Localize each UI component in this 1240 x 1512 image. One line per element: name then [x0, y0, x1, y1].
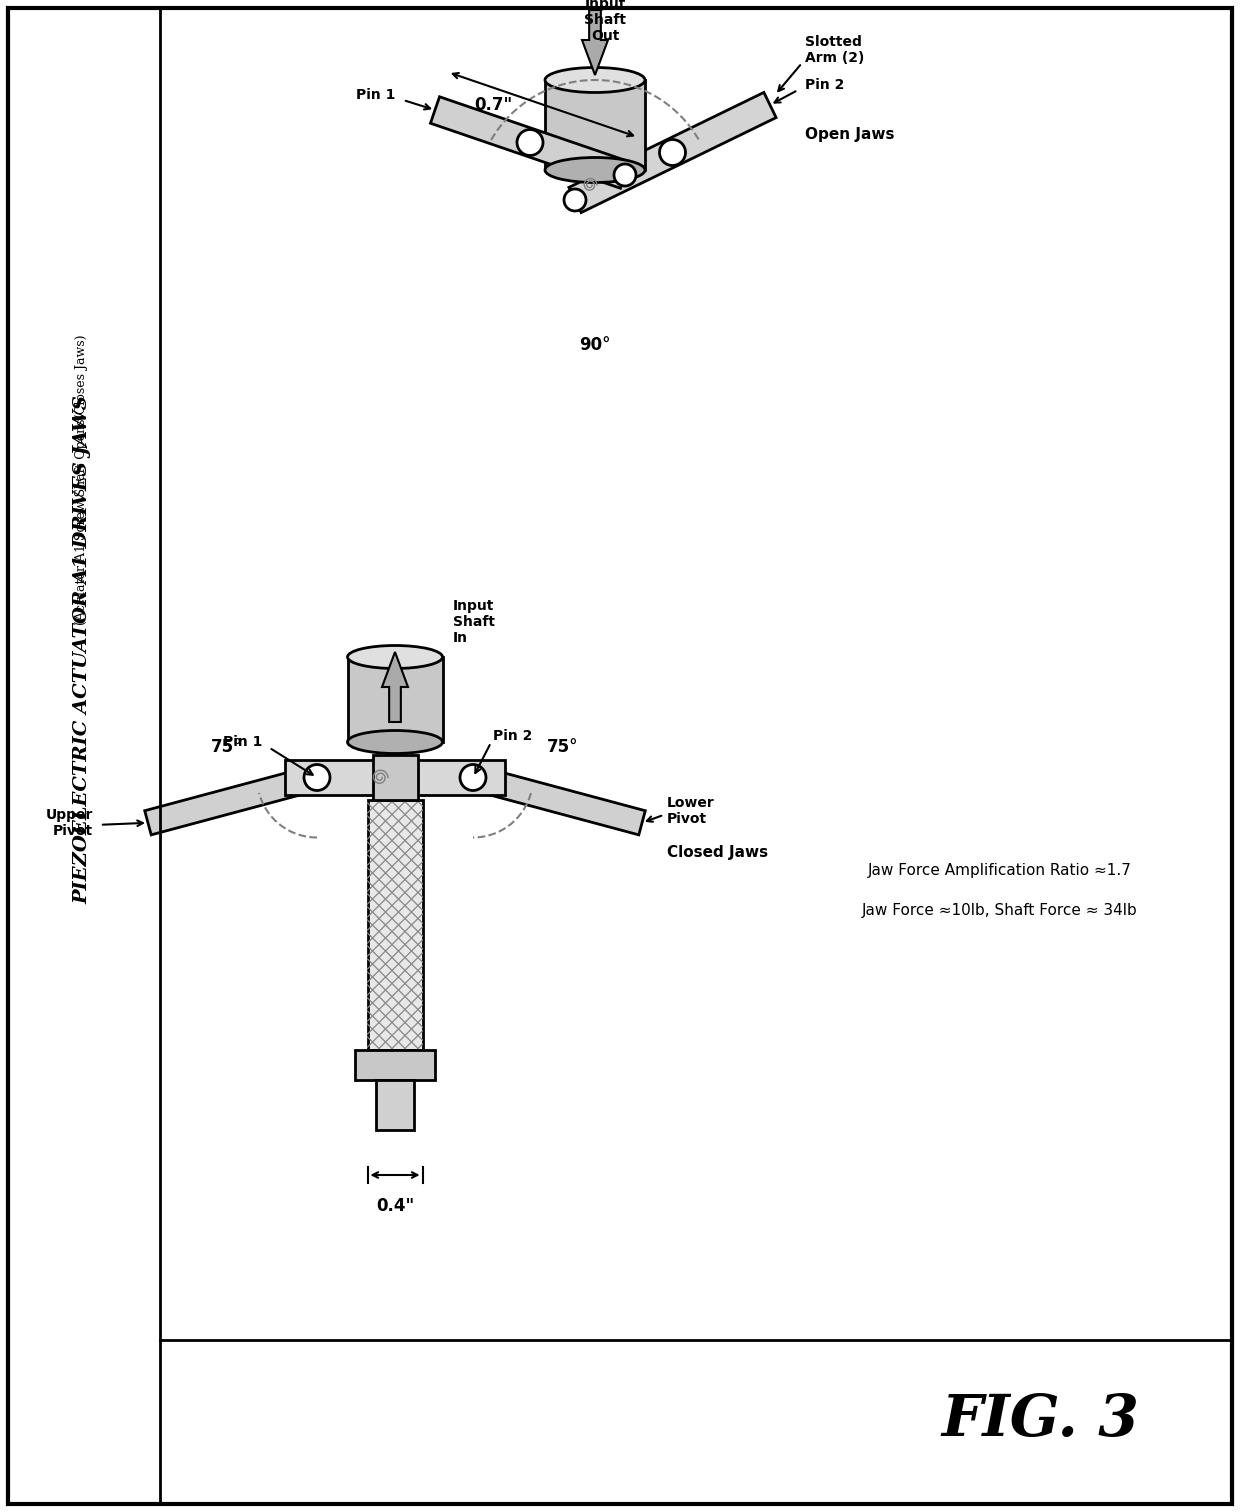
Text: Upper
Pivot: Upper Pivot: [46, 807, 93, 838]
Text: 75°: 75°: [211, 738, 243, 756]
Ellipse shape: [347, 730, 443, 753]
Bar: [347, 658, 443, 742]
Circle shape: [614, 163, 636, 186]
Text: (Actuator A1 Screw Shaft Opens/Closes Jaws): (Actuator A1 Screw Shaft Opens/Closes Ja…: [76, 334, 88, 626]
Bar: [367, 800, 423, 1049]
Polygon shape: [382, 652, 408, 723]
Text: Input
Shaft
Out: Input Shaft Out: [584, 0, 626, 44]
Polygon shape: [145, 765, 320, 835]
Text: Jaw Force Amplification Ratio ≈1.7: Jaw Force Amplification Ratio ≈1.7: [868, 862, 1132, 877]
Text: Pin 2: Pin 2: [805, 79, 844, 92]
Circle shape: [460, 765, 486, 791]
Circle shape: [564, 189, 587, 212]
Text: 0.4": 0.4": [376, 1198, 414, 1216]
Text: Pin 1: Pin 1: [223, 735, 262, 750]
Bar: [546, 80, 645, 169]
Ellipse shape: [347, 646, 443, 668]
Text: 75°: 75°: [547, 738, 579, 756]
Ellipse shape: [546, 68, 645, 92]
Circle shape: [517, 130, 543, 156]
Text: 90°: 90°: [579, 336, 611, 354]
Text: FIG. 3: FIG. 3: [941, 1391, 1138, 1448]
Polygon shape: [582, 11, 608, 76]
Text: Jaw Force ≈10lb, Shaft Force ≈ 34lb: Jaw Force ≈10lb, Shaft Force ≈ 34lb: [862, 903, 1138, 918]
Polygon shape: [569, 92, 776, 213]
Circle shape: [304, 765, 330, 791]
Bar: [285, 761, 505, 795]
Text: 0.7": 0.7": [475, 95, 513, 113]
Text: Pin 2: Pin 2: [494, 729, 532, 742]
Text: Input
Shaft
In: Input Shaft In: [453, 599, 495, 646]
Text: Lower
Pivot: Lower Pivot: [667, 795, 714, 826]
Text: PIEZOELECTRIC ACTUATOR A1 DRIVES JAWS: PIEZOELECTRIC ACTUATOR A1 DRIVES JAWS: [73, 396, 91, 904]
Polygon shape: [470, 765, 645, 835]
Text: Closed Jaws: Closed Jaws: [667, 845, 768, 860]
Bar: [376, 1080, 414, 1129]
Text: Open Jaws: Open Jaws: [805, 127, 894, 142]
Ellipse shape: [546, 157, 645, 183]
Bar: [355, 1049, 435, 1080]
Bar: [372, 754, 418, 800]
Text: Pin 1: Pin 1: [356, 88, 396, 101]
Circle shape: [660, 139, 686, 165]
Text: Slotted
Arm (2): Slotted Arm (2): [805, 35, 864, 65]
Polygon shape: [430, 97, 630, 189]
